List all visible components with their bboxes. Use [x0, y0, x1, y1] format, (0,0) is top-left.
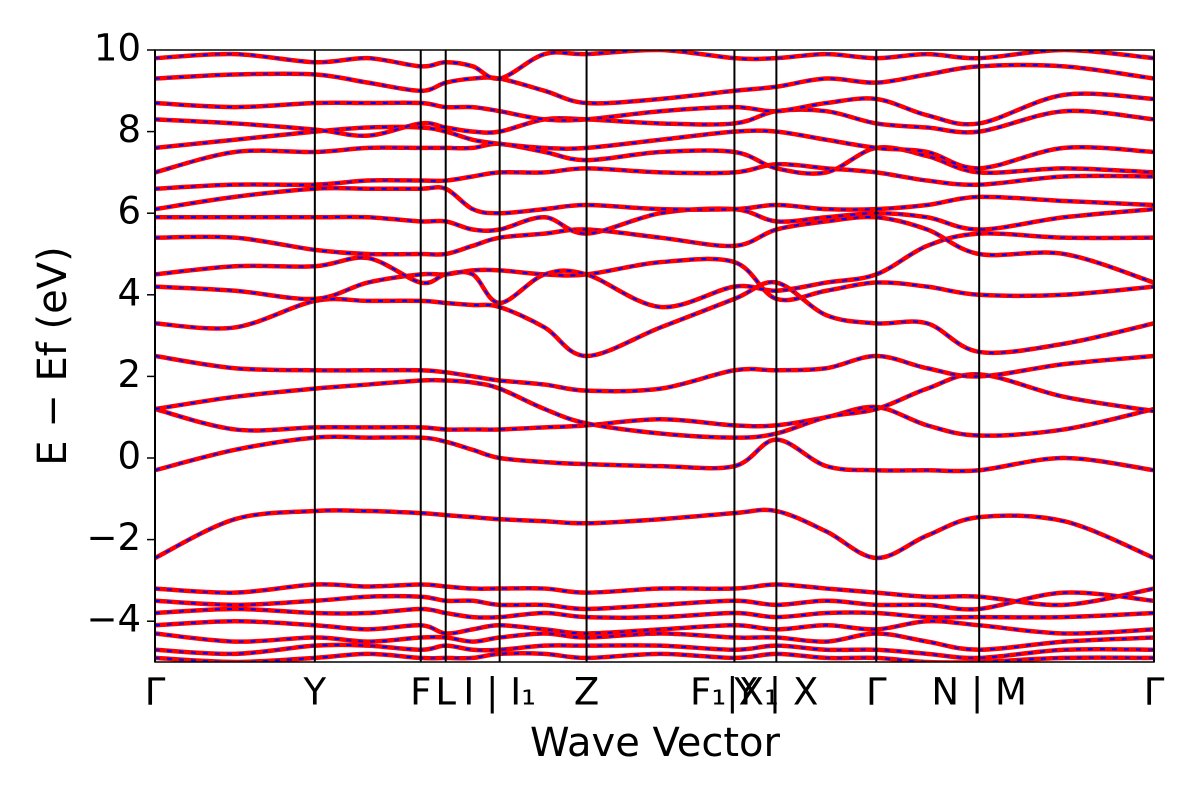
band-line-overlay: [155, 64, 1154, 105]
x-tick-label: N | M: [931, 671, 1027, 714]
y-tick-label: 8: [117, 108, 141, 151]
band-line: [155, 62, 1154, 106]
band-line: [155, 279, 1154, 359]
band-line-overlay: [155, 215, 1154, 284]
band-line-overlay: [155, 186, 1154, 215]
x-tick-label: L: [435, 671, 456, 714]
x-tick-label: Γ: [1144, 671, 1165, 714]
x-tick-label: F: [410, 671, 431, 714]
band-line: [155, 184, 1154, 216]
band-line-overlay: [155, 50, 1154, 80]
x-tick-label: I | I₁: [463, 671, 536, 714]
band-line: [155, 206, 1154, 236]
band-line-overlay: [155, 373, 1154, 439]
band-line-overlay: [155, 591, 1154, 611]
band-line: [155, 124, 1154, 171]
x-tick-label: Γ: [866, 671, 887, 714]
band-line-overlay: [155, 607, 1154, 619]
y-tick-label: 10: [94, 27, 141, 70]
x-tick-label: Y: [303, 671, 327, 714]
band-line-overlay: [155, 207, 1154, 235]
y-tick-label: 2: [117, 353, 141, 396]
x-tick-label: Γ: [145, 671, 166, 714]
band-line: [155, 231, 1154, 310]
band-line: [155, 161, 1154, 191]
x-tick-label: Y | X: [733, 671, 818, 714]
band-line: [155, 631, 1154, 653]
y-tick-label: −2: [86, 516, 141, 559]
x-tick-label: F₁|X₁: [690, 671, 779, 714]
band-line-overlay: [155, 257, 1154, 302]
y-tick-label: 0: [117, 435, 141, 478]
y-tick-label: 6: [117, 190, 141, 233]
x-tick-label: Z: [574, 671, 599, 714]
y-axis-label: E − Ef (eV): [30, 246, 76, 465]
band-line-overlay: [155, 583, 1154, 607]
band-line-overlay: [155, 281, 1154, 358]
y-tick-label: 4: [117, 271, 141, 314]
x-axis-label: Wave Vector: [530, 720, 781, 766]
band-line: [155, 141, 1154, 176]
band-line-overlay: [155, 508, 1154, 559]
band-line-overlay: [155, 435, 1154, 473]
band-line: [155, 651, 1154, 662]
y-tick-label: −4: [86, 598, 141, 641]
band-line: [155, 353, 1154, 394]
band-line: [155, 91, 1154, 127]
plot-area: [155, 50, 1154, 662]
band-line: [155, 507, 1154, 561]
band-line-overlay: [155, 643, 1154, 659]
band-line: [155, 606, 1154, 620]
band-line: [155, 618, 1154, 636]
band-line-overlay: [155, 142, 1154, 175]
